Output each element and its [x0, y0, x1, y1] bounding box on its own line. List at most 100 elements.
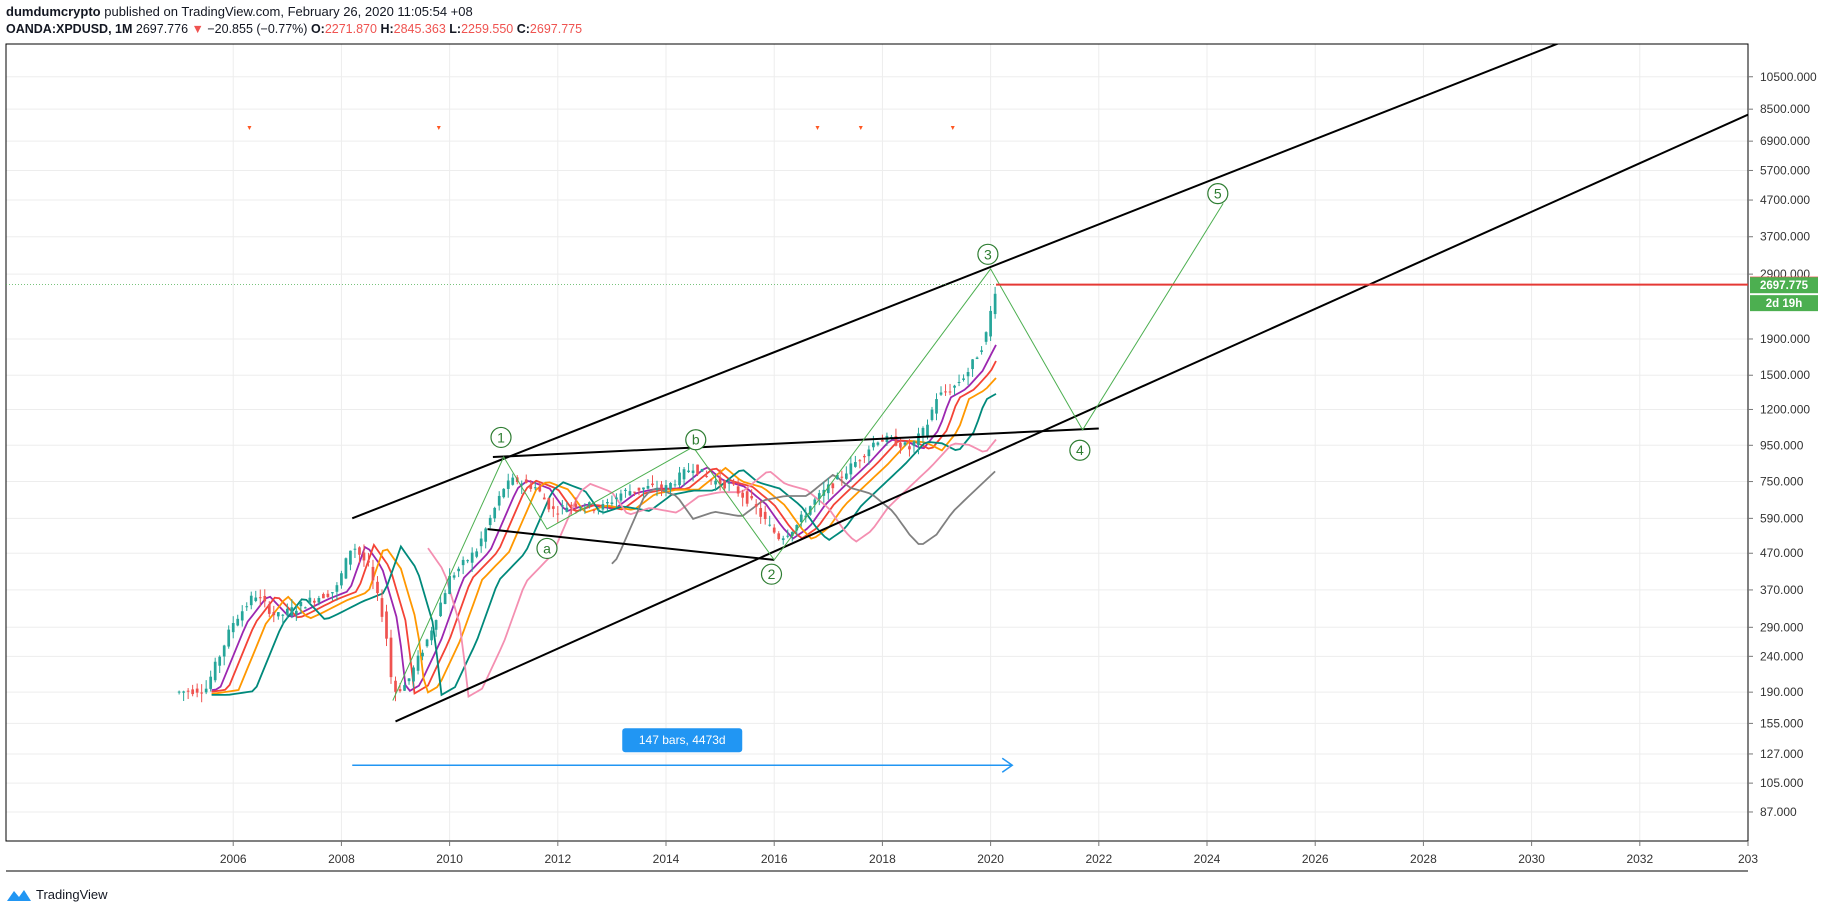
wave-label-circle	[1207, 183, 1229, 205]
candle-body	[475, 551, 479, 557]
open-value: 2271.870	[324, 22, 377, 36]
candle-body	[493, 507, 497, 519]
candle-body	[912, 441, 916, 446]
moving-average-line	[211, 344, 997, 692]
candle-body	[358, 547, 361, 555]
candle-body	[416, 655, 420, 671]
wave-label-circle	[685, 429, 707, 451]
y-tick-label: 1500.000	[1760, 368, 1810, 382]
candle-body	[628, 491, 632, 496]
signal-marker-icon	[436, 126, 441, 130]
y-tick-label: 87.000	[1760, 805, 1797, 819]
candle-body	[624, 489, 627, 491]
wave-label-circle	[1069, 439, 1091, 461]
moving-average-line	[211, 377, 997, 695]
candle-body	[899, 442, 902, 448]
close-label: C:	[516, 22, 530, 36]
candle-body	[542, 497, 546, 500]
close-value: 2697.775	[529, 22, 583, 36]
candle-body	[267, 604, 271, 614]
x-tick-label: 2024	[1194, 852, 1221, 866]
candle-body	[736, 486, 740, 494]
candle-body	[597, 509, 600, 511]
candle-body	[385, 611, 388, 639]
x-tick-label: 2016	[761, 852, 788, 866]
candle-body	[863, 455, 866, 458]
trend-channel-line	[395, 113, 1748, 723]
candle-body	[799, 514, 803, 522]
candle-body	[394, 680, 397, 692]
candle-body	[231, 623, 235, 633]
candle-body	[547, 498, 551, 510]
wave-label: 5	[1214, 186, 1222, 202]
candle-body	[957, 381, 961, 383]
candle-body	[511, 477, 515, 485]
y-tick-label: 10500.000	[1760, 70, 1817, 84]
candle-body	[308, 597, 312, 603]
tradingview-brand[interactable]: TradingView	[36, 887, 108, 902]
candle-body	[786, 535, 790, 537]
candle-body	[448, 575, 451, 595]
candle-body	[763, 511, 767, 520]
author-name[interactable]: dumdumcrypto	[6, 4, 101, 19]
candle-body	[204, 688, 208, 693]
candle-body	[218, 656, 222, 666]
y-tick-label: 370.000	[1760, 583, 1804, 597]
candle-body	[646, 485, 650, 489]
x-tick-label: 2012	[544, 852, 571, 866]
y-tick-label: 1200.000	[1760, 402, 1810, 416]
y-tick-label: 190.000	[1760, 685, 1804, 699]
candle-body	[876, 442, 880, 445]
x-tick-label: 2014	[653, 852, 680, 866]
wave-label-circle	[977, 243, 999, 265]
candle-body	[281, 614, 285, 616]
candle-body	[452, 575, 456, 578]
candle-body	[687, 470, 690, 473]
candle-body	[529, 484, 533, 489]
candle-body	[921, 427, 925, 436]
candle-body	[340, 573, 343, 586]
candle-body	[470, 552, 474, 563]
candle-body	[700, 468, 704, 472]
candle-body	[182, 691, 185, 693]
moving-average-line	[611, 470, 996, 565]
price-label: 2d 19h	[1766, 298, 1802, 310]
candle-body	[750, 496, 754, 499]
candle-body	[430, 630, 433, 641]
candle-body	[303, 607, 307, 609]
candle-body	[813, 499, 817, 505]
y-tick-label: 105.000	[1760, 776, 1804, 790]
y-tick-label: 6900.000	[1760, 134, 1810, 148]
candle-body	[457, 568, 460, 572]
candle-body	[565, 507, 569, 512]
y-tick-label: 950.000	[1760, 438, 1804, 452]
candle-body	[574, 503, 578, 508]
signal-marker-icon	[815, 126, 820, 130]
candle-body	[817, 493, 821, 499]
candle-body	[412, 667, 415, 682]
candle-body	[177, 691, 181, 693]
high-label: H:	[380, 22, 394, 36]
candle-body	[651, 483, 654, 486]
candle-body	[398, 689, 402, 692]
y-tick-label: 240.000	[1760, 649, 1804, 663]
y-tick-label: 8500.000	[1760, 102, 1810, 116]
candle-body	[844, 473, 848, 479]
candle-body	[948, 391, 952, 393]
x-tick-label: 2006	[220, 852, 247, 866]
candle-body	[966, 372, 970, 377]
symbol-header: OANDA:XPDUSD, 1M 2697.776 ▼ −20.855 (−0.…	[6, 21, 582, 37]
candle-body	[245, 606, 249, 608]
price-label-bg	[1750, 277, 1818, 294]
x-tick-label: 2010	[436, 852, 463, 866]
candle-body	[768, 524, 772, 526]
candle-body	[642, 487, 645, 490]
candle-body	[971, 359, 974, 370]
candle-body	[696, 464, 699, 475]
candle-body	[989, 310, 992, 337]
wave-label-circle	[760, 563, 783, 585]
moving-average-line	[211, 360, 997, 695]
candle-body	[939, 392, 943, 395]
x-tick-label: 2008	[328, 852, 355, 866]
